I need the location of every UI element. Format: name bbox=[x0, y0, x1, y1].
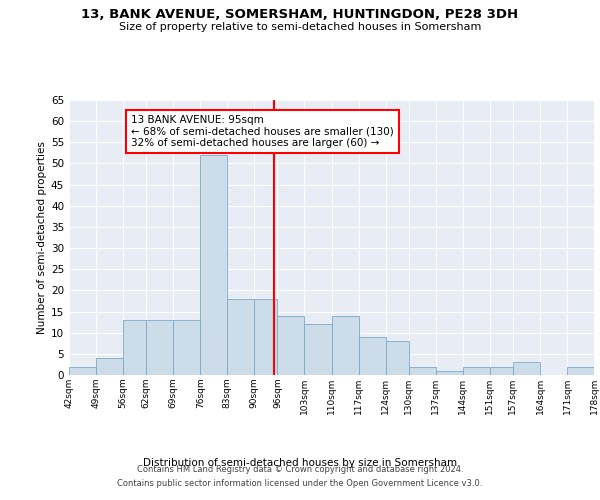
Text: 13, BANK AVENUE, SOMERSHAM, HUNTINGDON, PE28 3DH: 13, BANK AVENUE, SOMERSHAM, HUNTINGDON, … bbox=[82, 8, 518, 20]
Text: Contains HM Land Registry data © Crown copyright and database right 2024.
Contai: Contains HM Land Registry data © Crown c… bbox=[118, 466, 482, 487]
Y-axis label: Number of semi-detached properties: Number of semi-detached properties bbox=[37, 141, 47, 334]
Bar bbox=[146, 320, 173, 375]
Bar bbox=[96, 358, 123, 375]
Bar bbox=[386, 341, 409, 375]
Text: 13 BANK AVENUE: 95sqm
← 68% of semi-detached houses are smaller (130)
32% of sem: 13 BANK AVENUE: 95sqm ← 68% of semi-deta… bbox=[131, 115, 394, 148]
Bar bbox=[173, 320, 200, 375]
Bar bbox=[227, 299, 254, 375]
Bar bbox=[490, 366, 513, 375]
Bar bbox=[200, 155, 227, 375]
Bar bbox=[463, 366, 490, 375]
Bar bbox=[254, 299, 277, 375]
Bar bbox=[331, 316, 359, 375]
Bar bbox=[359, 337, 386, 375]
Bar bbox=[69, 366, 96, 375]
Bar bbox=[409, 366, 436, 375]
Bar bbox=[277, 316, 304, 375]
Bar bbox=[123, 320, 146, 375]
Text: Distribution of semi-detached houses by size in Somersham: Distribution of semi-detached houses by … bbox=[143, 458, 457, 468]
Text: Size of property relative to semi-detached houses in Somersham: Size of property relative to semi-detach… bbox=[119, 22, 481, 32]
Bar bbox=[436, 371, 463, 375]
Bar bbox=[513, 362, 540, 375]
Bar bbox=[567, 366, 594, 375]
Bar bbox=[304, 324, 331, 375]
